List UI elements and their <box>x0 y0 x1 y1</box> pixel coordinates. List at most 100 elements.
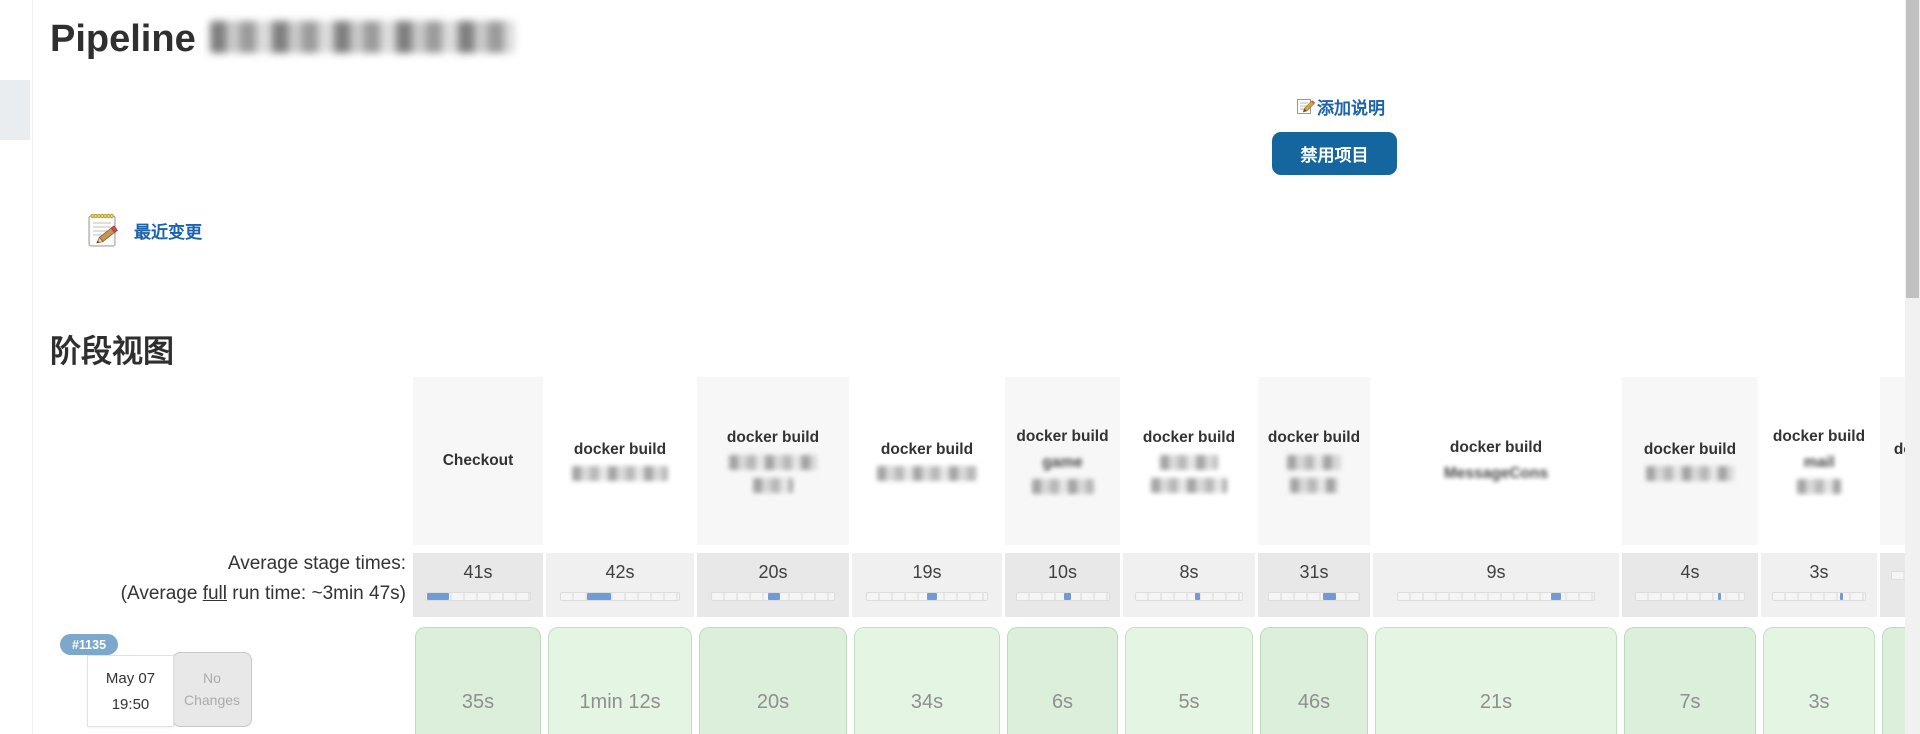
stage-header-label: docker build <box>1016 427 1109 445</box>
average-time-value: 10s <box>1047 562 1078 582</box>
stage-time-bar <box>1015 592 1110 601</box>
average-time-value: 20s <box>758 562 788 582</box>
stage-run-duration: 1min 12s <box>579 690 661 713</box>
notepad-pencil-icon <box>82 208 126 252</box>
stage-header-label: docker build <box>726 429 820 447</box>
page-title: Pipeline <box>50 18 515 61</box>
stage-column-11: docker build <box>1880 377 1905 734</box>
stage-header-cell: Checkout <box>413 377 543 545</box>
stage-time-bar-fill <box>1551 593 1561 600</box>
stage-run-duration: 3s <box>1808 690 1830 713</box>
stage-run-duration: 21s <box>1479 690 1513 713</box>
stage-run-duration: 35s <box>461 690 495 713</box>
stage-time-bar-fill <box>1195 593 1200 600</box>
average-time-value: 19s <box>912 562 942 582</box>
stage-time-bar <box>866 592 988 601</box>
stage-view-title: 阶段视图 <box>50 334 174 369</box>
stage-header-label: docker build <box>1449 439 1543 457</box>
stage-run-cell[interactable]: 5s <box>1125 627 1253 734</box>
average-time-cell: 19s <box>852 553 1002 617</box>
average-time-cell <box>1880 553 1905 617</box>
stage-header-cell: docker build game <box>1005 377 1120 545</box>
stage-time-bar <box>711 592 835 601</box>
full-run-link[interactable]: full <box>202 583 227 604</box>
vertical-scrollbar <box>1905 0 1920 734</box>
redacted-text-block <box>1160 454 1218 470</box>
stage-header-cell: docker build MessageCons <box>1373 377 1619 545</box>
scrollbar-thumb[interactable] <box>1906 0 1919 298</box>
stage-column-2: docker build 42s 1min 12s <box>546 377 694 734</box>
redacted-text-block <box>1290 477 1338 493</box>
stage-run-cell[interactable]: 6s <box>1007 627 1118 734</box>
redacted-text-block <box>1151 477 1227 493</box>
average-time-value: 31s <box>1299 562 1329 582</box>
stage-time-bar-fill <box>586 593 611 600</box>
stage-time-bar <box>559 592 681 601</box>
stage-header-label: docker build <box>1893 440 1905 458</box>
stage-column-7: docker build 31s 46s <box>1258 377 1370 734</box>
page-title-text: Pipeline <box>50 18 196 60</box>
build-date-box[interactable]: May 07 19:50 <box>87 655 174 727</box>
average-time-cell: 10s <box>1005 553 1120 617</box>
stage-run-cell[interactable]: 3s <box>1763 627 1875 734</box>
stage-time-bar-fill <box>768 593 781 600</box>
stage-header-label: docker build <box>1643 440 1737 458</box>
stage-time-bar-fill <box>1718 593 1721 600</box>
stage-column-4: docker build 19s 34s <box>852 377 1002 734</box>
stage-time-bar <box>1135 592 1243 601</box>
stage-header-label: docker build <box>573 440 667 458</box>
stage-column-1: Checkout 41s 35s <box>413 377 543 734</box>
stage-time-bar-fill <box>1840 593 1843 600</box>
average-time-cell: 9s <box>1373 553 1619 617</box>
disable-project-button[interactable]: 禁用项目 <box>1272 132 1397 175</box>
stage-run-cell[interactable] <box>1882 627 1905 734</box>
stage-run-duration: 7s <box>1679 690 1701 713</box>
stage-time-bar <box>1396 592 1596 601</box>
collapsed-panel-tab[interactable] <box>0 80 30 140</box>
average-time-cell: 4s <box>1622 553 1758 617</box>
stage-run-cell[interactable]: 35s <box>415 627 541 734</box>
redacted-text-block <box>572 466 668 482</box>
redacted-text-block <box>1646 466 1734 482</box>
stage-time-bar-fill <box>1064 593 1071 600</box>
recent-changes-link[interactable]: 最近变更 <box>82 208 202 252</box>
stage-header-partial-redacted: game <box>1042 453 1083 471</box>
stage-run-duration: 46s <box>1297 690 1331 713</box>
build-date: May 07 <box>105 669 156 687</box>
build-number-badge[interactable]: #1135 <box>60 634 118 655</box>
average-label-line2: (Average full run time: ~3min 47s) <box>120 583 406 604</box>
stage-run-cell[interactable]: 7s <box>1624 627 1756 734</box>
average-time-cell: 42s <box>546 553 694 617</box>
average-time-value: 9s <box>1486 562 1506 582</box>
stage-run-duration: 20s <box>756 690 790 713</box>
stage-time-bar <box>1891 571 1905 580</box>
redacted-text-block <box>1797 479 1841 495</box>
add-description-label: 添加说明 <box>1317 99 1385 118</box>
stage-run-cell[interactable]: 21s <box>1375 627 1617 734</box>
stage-run-cell[interactable]: 20s <box>699 627 847 734</box>
stage-column-9: docker build 4s 7s <box>1622 377 1758 734</box>
add-description-link[interactable]: 添加说明 <box>1296 94 1385 119</box>
stage-run-cell[interactable]: 46s <box>1260 627 1368 734</box>
stage-header-label: docker build <box>1267 429 1361 447</box>
stage-run-cell[interactable]: 34s <box>854 627 1000 734</box>
build-time: 19:50 <box>111 695 150 713</box>
stage-run-cell[interactable]: 1min 12s <box>548 627 692 734</box>
average-time-cell: 3s <box>1761 553 1877 617</box>
stage-run-duration: 34s <box>910 690 944 713</box>
stage-column-10: docker build mail 3s 3s <box>1761 377 1877 734</box>
stage-time-bar <box>1634 592 1746 601</box>
stage-header-cell: docker build <box>546 377 694 545</box>
stage-header-partial-redacted: mail <box>1803 453 1835 471</box>
panel-divider <box>32 0 33 734</box>
redacted-text-block <box>1031 479 1094 495</box>
stage-time-bar-fill <box>427 593 449 600</box>
stage-header-cell: docker build <box>852 377 1002 545</box>
stage-run-duration: 5s <box>1178 690 1200 713</box>
stage-column-6: docker build 8s 5s <box>1123 377 1255 734</box>
stage-header-cell: docker build <box>697 377 849 545</box>
stage-header-label: Checkout <box>442 452 514 470</box>
stage-header-cell: docker build <box>1123 377 1255 545</box>
stage-header-label: docker build <box>880 440 974 458</box>
